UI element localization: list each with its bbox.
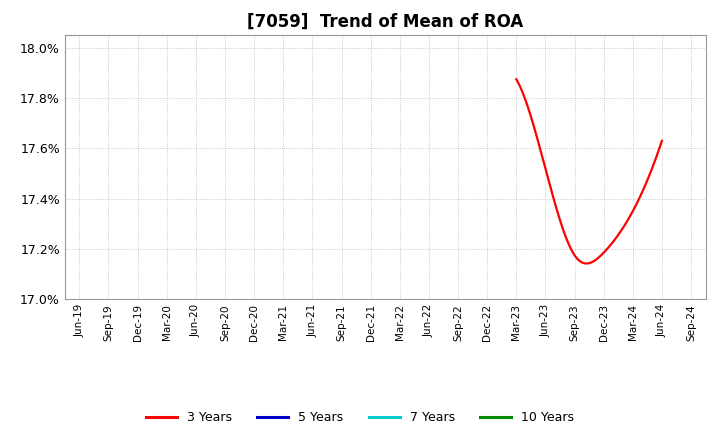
Title: [7059]  Trend of Mean of ROA: [7059] Trend of Mean of ROA (247, 13, 523, 31)
Legend: 3 Years, 5 Years, 7 Years, 10 Years: 3 Years, 5 Years, 7 Years, 10 Years (141, 407, 579, 429)
